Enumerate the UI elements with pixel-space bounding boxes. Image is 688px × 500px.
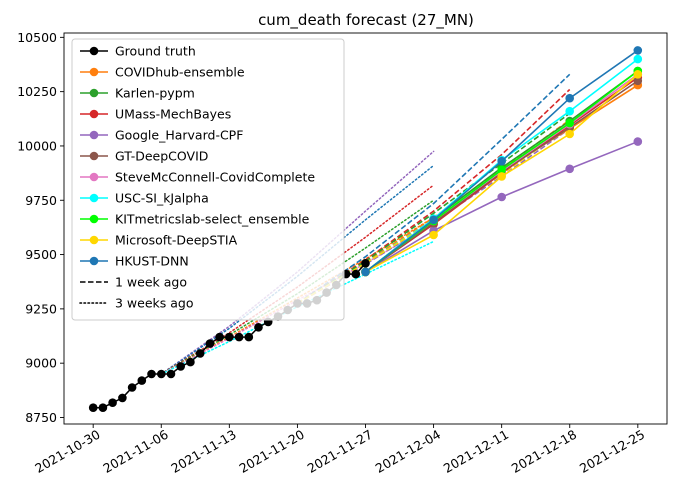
legend-label-ground-truth: Ground truth: [115, 44, 196, 59]
forecast-series-hkust-dnn: [361, 46, 643, 277]
ground-truth-point: [176, 362, 185, 371]
forecast-point-google-harvard-cpf: [565, 164, 574, 174]
legend-label-microsoft-deepstia: Microsoft-DeepSTIA: [115, 233, 238, 248]
ground-truth-point: [108, 398, 117, 408]
legend-marker-hkust-dnn: [89, 256, 99, 266]
y-tick-label: 9250: [25, 301, 57, 316]
ground-truth-point: [127, 383, 137, 392]
forecast-point-microsoft-deepstia: [497, 172, 507, 181]
y-tick-label: 9750: [25, 193, 57, 208]
legend-label-usc-si-kjalpha: USC-SI_kJalpha: [115, 191, 209, 206]
legend-label-umass-mechbayes: UMass-MechBayes: [115, 107, 231, 122]
legend-marker-umass-mechbayes: [89, 109, 99, 119]
current-forecasts: [361, 46, 643, 277]
legend-label-stevemcconnell-covidcomplete: SteveMcConnell-CovidComplete: [115, 170, 315, 185]
legend-label-covidhub-ensemble: COVIDhub-ensemble: [115, 65, 245, 80]
ground-truth-point: [98, 403, 108, 413]
forecast-point-kitmetricslab-select-ensemble: [565, 118, 574, 128]
forecast-point-hkust-dnn: [361, 267, 370, 277]
ground-truth-point: [215, 332, 224, 342]
y-tick-label: 9000: [25, 356, 57, 371]
ground-truth-point: [166, 369, 176, 379]
ground-truth-point: [351, 269, 361, 279]
ground-truth-point: [186, 357, 195, 367]
legend-label-karlen-pypm: Karlen-pypm: [115, 86, 195, 101]
y-tick-label: 10000: [17, 138, 57, 153]
ground-truth-point: [118, 393, 127, 403]
ground-truth-point: [137, 376, 147, 385]
forecast-point-microsoft-deepstia: [633, 70, 643, 79]
legend-label-1-week-ago: 1 week ago: [115, 275, 187, 290]
forecast-point-hkust-dnn: [633, 46, 643, 55]
legend-marker-karlen-pypm: [89, 88, 99, 98]
legend-marker-gt-deepcovid: [89, 151, 99, 161]
forecast-point-gt-deepcovid: [633, 76, 643, 86]
legend-label-gt-deepcovid: GT-DeepCOVID: [115, 149, 208, 164]
forecast-point-google-harvard-cpf: [497, 192, 507, 202]
legend-marker-usc-si-kjalpha: [89, 193, 99, 203]
legend-marker-stevemcconnell-covidcomplete: [89, 172, 99, 182]
ground-truth-point: [205, 339, 215, 348]
ground-truth-point: [361, 259, 370, 268]
y-tick-label: 10500: [17, 30, 57, 45]
legend-marker-microsoft-deepstia: [89, 235, 99, 245]
forecast-point-hkust-dnn: [497, 156, 507, 166]
ground-truth-point: [157, 369, 166, 379]
ground-truth-point: [244, 332, 254, 342]
legend-marker-ground-truth: [89, 46, 99, 56]
legend-label-kitmetricslab-select-ensemble: KITmetricslab-select_ensemble: [115, 212, 310, 227]
ground-truth-point: [234, 332, 244, 342]
legend-marker-google-harvard-cpf: [89, 130, 99, 140]
y-tick-label: 10250: [17, 84, 57, 99]
forecast-point-microsoft-deepstia: [429, 230, 438, 240]
forecast-point-google-harvard-cpf: [633, 137, 643, 146]
legend-label-3-weeks-ago: 3 weeks ago: [115, 296, 194, 311]
ground-truth-point: [147, 369, 156, 379]
forecast-point-microsoft-deepstia: [565, 129, 574, 139]
y-tick-label: 8750: [25, 410, 57, 425]
ground-truth-point: [195, 349, 205, 358]
y-tick-label: 9500: [25, 247, 57, 262]
one-week-ago-line-1: [296, 88, 571, 305]
ground-truth-point: [225, 332, 234, 342]
legend-marker-covidhub-ensemble: [89, 67, 99, 77]
forecast-point-hkust-dnn: [429, 215, 438, 225]
legend-label-hkust-dnn: HKUST-DNN: [115, 254, 189, 269]
forecast-point-hkust-dnn: [565, 93, 574, 103]
legend-box: [71, 38, 345, 321]
forecast-point-usc-si-kjalpha: [565, 106, 574, 116]
legend-label-google-harvard-cpf: Google_Harvard-CPF: [115, 128, 243, 143]
ground-truth-point: [254, 323, 263, 332]
forecast-point-kitmetricslab-select-ensemble: [497, 165, 507, 175]
legend-marker-kitmetricslab-select-ensemble: [89, 214, 99, 224]
legend: Ground truth COVIDhub-ensemble Karlen-pypm…: [71, 38, 345, 321]
one-week-ago-line-0: [296, 73, 571, 305]
forecast-point-usc-si-kjalpha: [633, 54, 643, 64]
chart-title: cum_death forecast (27_MN): [258, 11, 474, 30]
ground-truth-point: [88, 403, 98, 413]
